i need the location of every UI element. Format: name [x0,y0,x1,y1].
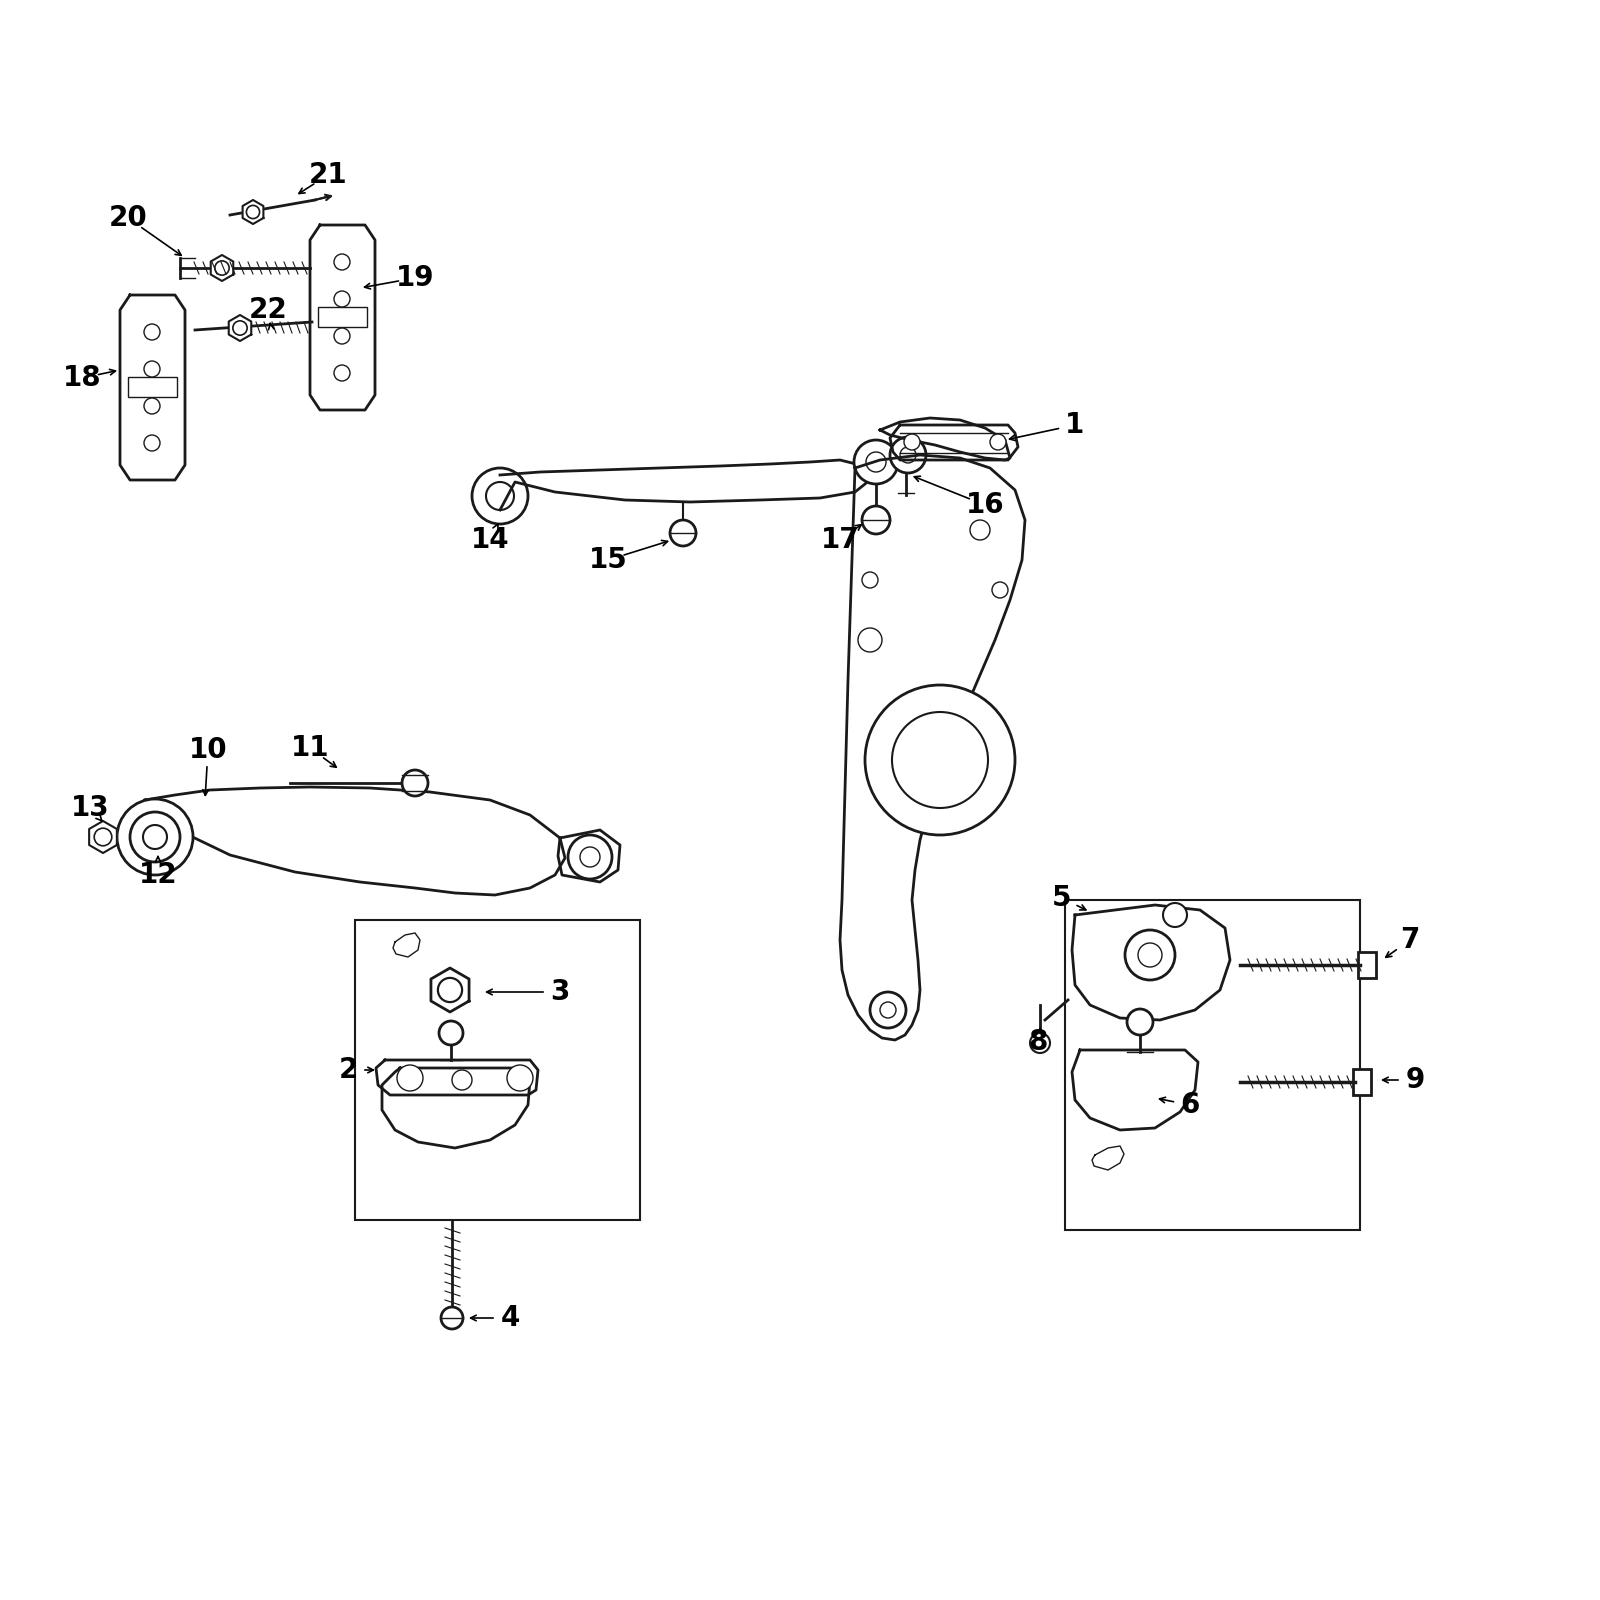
Text: 12: 12 [139,861,178,890]
Polygon shape [376,1059,538,1094]
Circle shape [334,291,350,307]
Polygon shape [146,787,565,894]
Text: 8: 8 [1029,1029,1048,1056]
Polygon shape [229,315,251,341]
Text: 14: 14 [470,526,509,554]
Circle shape [438,1021,462,1045]
Text: 20: 20 [109,203,147,232]
Polygon shape [430,968,469,1013]
Text: 4: 4 [501,1304,520,1331]
Circle shape [453,1070,472,1090]
Text: 5: 5 [1053,883,1072,912]
Bar [1354,1069,1371,1094]
Text: 2: 2 [338,1056,358,1085]
Polygon shape [243,200,264,224]
Circle shape [142,826,166,850]
Text: 1: 1 [1066,411,1085,438]
Polygon shape [558,830,621,882]
Bar [128,378,178,397]
Circle shape [334,328,350,344]
Circle shape [854,440,898,483]
Circle shape [862,506,890,534]
Text: 9: 9 [1405,1066,1424,1094]
Text: 18: 18 [62,365,101,392]
Circle shape [1030,1034,1050,1053]
Circle shape [990,434,1006,450]
Circle shape [992,582,1008,598]
Circle shape [890,437,926,474]
Polygon shape [90,821,117,853]
Circle shape [1126,1010,1154,1035]
Polygon shape [211,254,234,282]
Circle shape [442,1307,462,1330]
Text: 19: 19 [395,264,434,291]
Text: 6: 6 [1181,1091,1200,1118]
Polygon shape [880,418,1010,461]
Circle shape [472,467,528,525]
Bar [1358,952,1376,978]
Polygon shape [310,226,374,410]
Circle shape [670,520,696,546]
Text: 21: 21 [309,162,347,189]
Text: 22: 22 [248,296,288,323]
Text: 16: 16 [966,491,1005,518]
Text: 15: 15 [589,546,627,574]
Circle shape [144,323,160,341]
Circle shape [144,435,160,451]
Text: 13: 13 [70,794,109,822]
Circle shape [866,685,1014,835]
Text: 11: 11 [291,734,330,762]
Text: 3: 3 [550,978,570,1006]
Text: 10: 10 [189,736,227,765]
Polygon shape [1072,1050,1198,1130]
Circle shape [130,813,179,862]
Polygon shape [840,454,1026,1040]
Bar [318,307,366,326]
Circle shape [507,1066,533,1091]
Polygon shape [890,426,1018,461]
Text: 7: 7 [1400,926,1419,954]
Bar [355,920,640,1219]
Circle shape [144,398,160,414]
Circle shape [1163,902,1187,926]
Circle shape [402,770,429,795]
Polygon shape [1072,906,1230,1021]
Polygon shape [499,461,870,510]
Circle shape [397,1066,422,1091]
Circle shape [117,798,194,875]
Polygon shape [120,294,186,480]
Circle shape [970,520,990,541]
Circle shape [334,254,350,270]
Polygon shape [382,1069,530,1149]
Circle shape [858,627,882,653]
Bar [1066,899,1360,1230]
Text: 17: 17 [821,526,859,554]
Circle shape [144,362,160,378]
Circle shape [904,434,920,450]
Circle shape [862,573,878,587]
Circle shape [334,365,350,381]
Circle shape [870,992,906,1029]
Circle shape [568,835,611,878]
Circle shape [1125,930,1174,979]
